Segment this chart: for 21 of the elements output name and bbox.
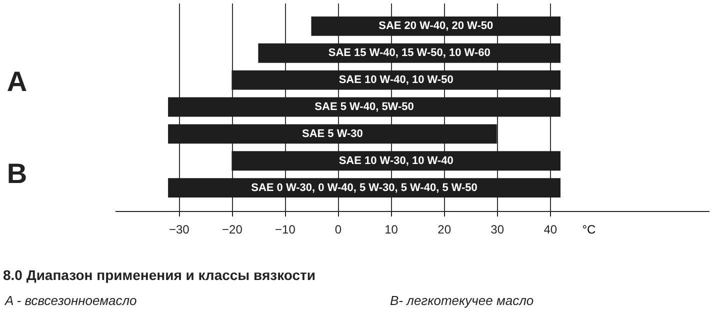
y-tick-label: SAE 10 W-40, 10 W-50	[338, 74, 454, 86]
x-tick-label: −30	[168, 222, 190, 236]
y-tick-label: SAE 5 W-40, 5W-50	[314, 101, 414, 113]
x-tick-label: 0	[334, 222, 342, 236]
text: 8.0 Диапазон применения и классы вязкости	[3, 267, 316, 283]
y-tick-label: SAE 5 W-30	[302, 128, 363, 140]
text: A - всвсезонноемасло	[4, 293, 137, 308]
text: A	[6, 66, 28, 97]
x-tick-label: 40	[544, 222, 558, 236]
y-tick-label: SAE 10 W-30, 10 W-40	[338, 154, 454, 167]
y-tick-label: SAE 15 W-40, 15 W-50, 10 W-60	[328, 47, 490, 60]
y-tick-label: SAE 0 W-30, 0 W-40, 5 W-30, 5 W-40, 5 W-50	[251, 182, 478, 194]
x-tick-label: 30	[490, 222, 504, 236]
text: B- легкотекучее масло	[390, 293, 534, 308]
text: B	[6, 158, 28, 189]
y-tick-label: SAE 20 W-40, 20 W-50	[378, 20, 494, 32]
x-axis-title: °C	[582, 222, 596, 236]
x-tick-label: 10	[384, 222, 398, 236]
x-tick-label: 20	[438, 222, 452, 236]
x-tick-label: −10	[275, 222, 296, 236]
x-tick-label: −20	[222, 222, 243, 236]
